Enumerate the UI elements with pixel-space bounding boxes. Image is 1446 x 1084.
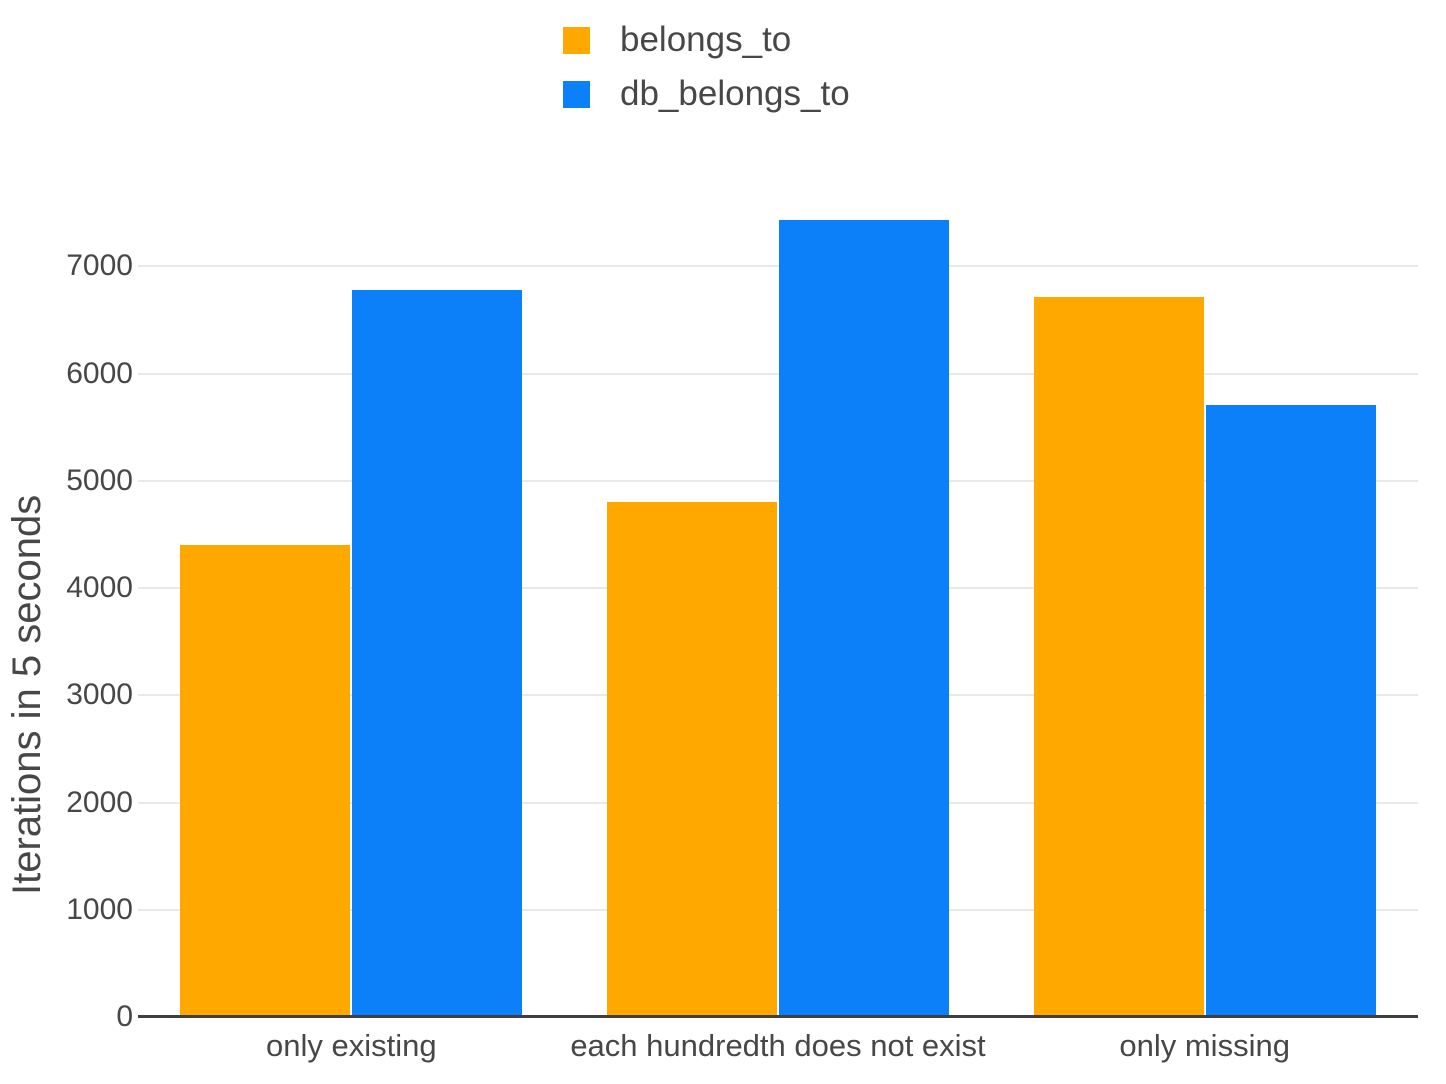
y-tick-label: 3000 (66, 678, 133, 712)
y-tick-label: 7000 (66, 249, 133, 283)
gridline (138, 694, 1418, 697)
bar-db_belongs_to (1205, 404, 1376, 1017)
y-tick-label: 0 (116, 1000, 133, 1033)
y-tick-label: 4000 (66, 571, 133, 605)
bar-belongs_to (1033, 296, 1204, 1017)
gridline (138, 587, 1418, 590)
bar-db_belongs_to (352, 290, 523, 1017)
legend-item-db-belongs-to: db_belongs_to (563, 74, 850, 114)
y-tick-label: 6000 (66, 356, 133, 390)
x-tick-label: each hundredth does not exist (570, 1028, 986, 1063)
legend-label-belongs-to: belongs_to (620, 20, 792, 59)
legend-label-db-belongs-to: db_belongs_to (620, 74, 850, 113)
legend-swatch-db-belongs-to-icon (563, 80, 590, 108)
gridline (138, 801, 1418, 804)
y-tick-label: 1000 (66, 892, 133, 926)
bar-belongs_to (607, 502, 777, 1017)
bar-belongs_to (180, 545, 351, 1017)
gridline (138, 908, 1418, 911)
x-tick-label: only existing (266, 1028, 437, 1063)
x-tick-label: only missing (1119, 1028, 1290, 1063)
y-tick-label: 2000 (66, 785, 133, 819)
legend: belongs_to db_belongs_to (563, 20, 850, 114)
gridline (138, 265, 1418, 268)
legend-swatch-belongs-to-icon (563, 26, 590, 54)
gridline (138, 372, 1418, 375)
y-tick-label: 5000 (66, 463, 133, 497)
legend-item-belongs-to: belongs_to (563, 20, 850, 60)
bar-db_belongs_to (779, 220, 949, 1017)
x-axis-line (138, 1015, 1418, 1018)
gridline (138, 479, 1418, 482)
